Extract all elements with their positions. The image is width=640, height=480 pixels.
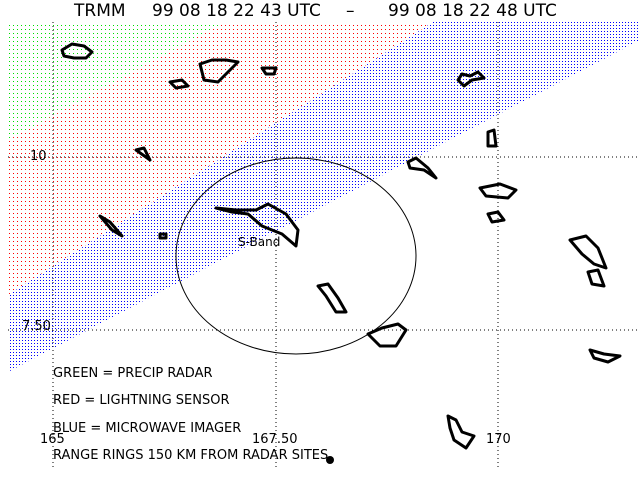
satellite-name: TRMM <box>74 1 126 21</box>
legend-red: RED = LIGHTNING SENSOR <box>53 393 230 408</box>
legend-green: GREEN = PRECIP RADAR <box>53 366 213 381</box>
time-separator: – <box>346 1 355 21</box>
radar-site-label: S-Band <box>238 235 281 249</box>
microwave-imager-swath <box>8 22 640 372</box>
grid-lines <box>8 22 640 470</box>
lon-label-165: 165 <box>40 432 65 447</box>
radar-site-marker <box>326 456 334 464</box>
range-ring <box>175 157 417 355</box>
islands <box>60 42 622 450</box>
lon-label-167-50: 167.50 <box>252 432 298 447</box>
lon-label-170: 170 <box>486 432 511 447</box>
lat-label-7-50: 7.50 <box>22 319 51 334</box>
lat-label-10: 10 <box>30 149 47 164</box>
legend-blue: BLUE = MICROWAVE IMAGER <box>53 421 242 436</box>
start-time: 99 08 18 22 43 UTC <box>152 1 321 21</box>
end-time: 99 08 18 22 48 UTC <box>388 1 557 21</box>
legend-range-rings: RANGE RINGS 150 KM FROM RADAR SITES <box>53 448 329 463</box>
